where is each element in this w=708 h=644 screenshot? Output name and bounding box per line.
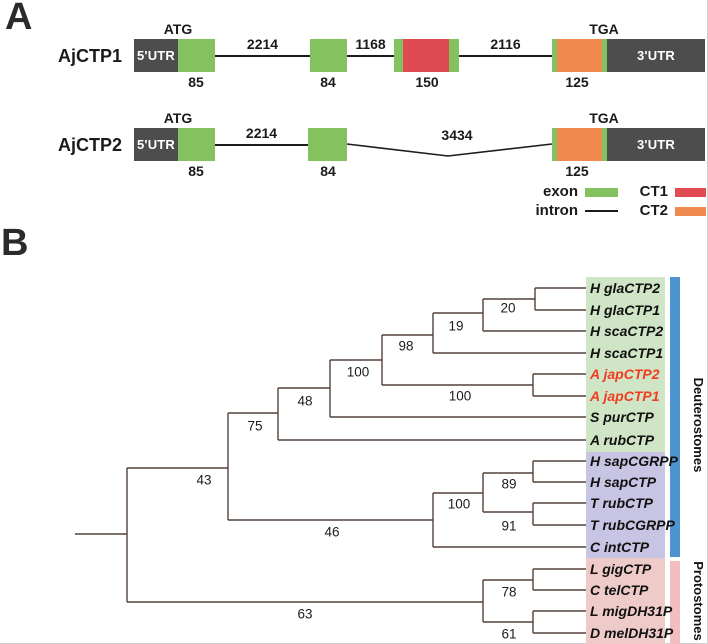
- taxon-label: H glaCTP1: [590, 302, 660, 318]
- intron-size-label: 2116: [490, 35, 521, 52]
- taxon-label: H sapCTP: [590, 474, 657, 490]
- bootstrap-value: 100: [448, 497, 471, 512]
- utr-box: 3'UTR: [607, 128, 705, 161]
- taxon-label: L migDH31P: [590, 603, 673, 619]
- bootstrap-value: 75: [247, 419, 262, 434]
- ct2-box: [557, 128, 602, 161]
- taxon-label: A rubCTP: [589, 432, 655, 448]
- bootstrap-value: 19: [448, 319, 463, 334]
- taxon-label: A japCTP1: [589, 388, 660, 404]
- bootstrap-value: 100: [347, 365, 370, 380]
- intron-size-label: 1168: [355, 35, 386, 52]
- protostome-group-background: [586, 558, 665, 644]
- exon-box: [178, 39, 215, 72]
- taxon-label: H sapCGRPP: [590, 453, 679, 469]
- exon-box: [394, 39, 403, 72]
- taxon-label: D melDH31P: [590, 625, 674, 641]
- panel-b-letter: B: [1, 222, 29, 264]
- utr-box: 5'UTR: [134, 128, 178, 161]
- taxon-label: C intCTP: [590, 539, 650, 555]
- bootstrap-value: 63: [297, 607, 312, 622]
- panel-a-letter: A: [5, 0, 33, 38]
- ct2-box: [557, 39, 602, 72]
- taxon-label: H scaCTP2: [590, 323, 663, 339]
- codon-label: ATG: [163, 21, 193, 37]
- intron-line: [215, 143, 308, 146]
- exon-size-label: 125: [565, 163, 589, 179]
- legend-label: exon: [542, 183, 578, 200]
- exon-box: [602, 128, 607, 161]
- gene-name: AjCTP1: [57, 45, 122, 66]
- legend-swatch-ct1: [675, 187, 706, 197]
- codon-label: TGA: [589, 110, 619, 126]
- exon-box: [310, 39, 347, 72]
- clade-label-protostomes: Protostomes: [691, 561, 706, 640]
- legend-swatch-exon: [585, 187, 618, 197]
- legend-label: CT2: [639, 202, 668, 219]
- exon-box: [308, 128, 347, 161]
- spliced-intron-path: [346, 143, 553, 157]
- intron-line: [215, 54, 310, 57]
- exon-box: [178, 128, 215, 161]
- bootstrap-value: 43: [196, 473, 211, 488]
- taxon-label: L gigCTP: [590, 561, 652, 577]
- intron-line: [347, 54, 394, 57]
- bootstrap-value: 78: [501, 585, 516, 600]
- taxon-label: T rubCGRPP: [590, 517, 675, 533]
- exon-size-label: 84: [320, 74, 336, 90]
- legend-label: CT1: [639, 183, 668, 200]
- codon-label: TGA: [589, 21, 619, 37]
- exon-size-label: 85: [188, 74, 204, 90]
- ct1-box: [403, 39, 449, 72]
- legend-swatch-intron: [585, 210, 618, 212]
- bootstrap-value: 46: [324, 525, 339, 540]
- intron-size-label: 2214: [245, 124, 278, 141]
- exon-box: [552, 128, 557, 161]
- bootstrap-value: 89: [501, 477, 516, 492]
- taxon-label: H scaCTP1: [590, 345, 663, 361]
- clade-label-deuterostomes: Deuterostomes: [691, 378, 706, 473]
- clade-bar-deuterostomes: [670, 277, 680, 557]
- exon-size-label: 150: [415, 74, 439, 90]
- bootstrap-value: 48: [297, 394, 312, 409]
- exon-size-label: 84: [320, 163, 336, 179]
- gene-structure-panel: AjCTP1 5'UTR 3'UTR 2214 1168 2116 ATG TGA 85 84 15…: [0, 0, 708, 224]
- echinoderm-group-background: [586, 277, 665, 452]
- legend-swatch-ct2: [675, 206, 706, 216]
- exon-box: [449, 39, 459, 72]
- taxon-label: C telCTP: [590, 582, 649, 598]
- intron-size-label: 3434: [441, 126, 473, 143]
- bootstrap-value: 61: [501, 627, 516, 642]
- chordate-group-background: [586, 452, 665, 558]
- taxon-label: T rubCTP: [590, 495, 654, 511]
- intron-size-label: 2214: [246, 35, 279, 52]
- bootstrap-value: 98: [398, 339, 413, 354]
- codon-label: ATG: [163, 110, 193, 126]
- taxon-label: A japCTP2: [589, 366, 660, 382]
- exon-size-label: 125: [565, 74, 589, 90]
- utr-box: 3'UTR: [607, 39, 705, 72]
- taxon-label: S purCTP: [590, 409, 654, 425]
- legend-label: intron: [535, 202, 579, 219]
- taxon-label: H glaCTP2: [590, 280, 660, 296]
- exon-box: [602, 39, 607, 72]
- utr-box: 5'UTR: [134, 39, 178, 72]
- clade-bar-protostomes: [670, 561, 680, 644]
- exon-box: [552, 39, 557, 72]
- bootstrap-value: 20: [500, 301, 515, 316]
- spliced-intron-line: [346, 143, 553, 157]
- gene-name: AjCTP2: [57, 134, 122, 155]
- exon-size-label: 85: [188, 163, 204, 179]
- intron-line: [459, 54, 552, 57]
- bootstrap-value: 91: [501, 519, 516, 534]
- bootstrap-value: 100: [449, 389, 472, 404]
